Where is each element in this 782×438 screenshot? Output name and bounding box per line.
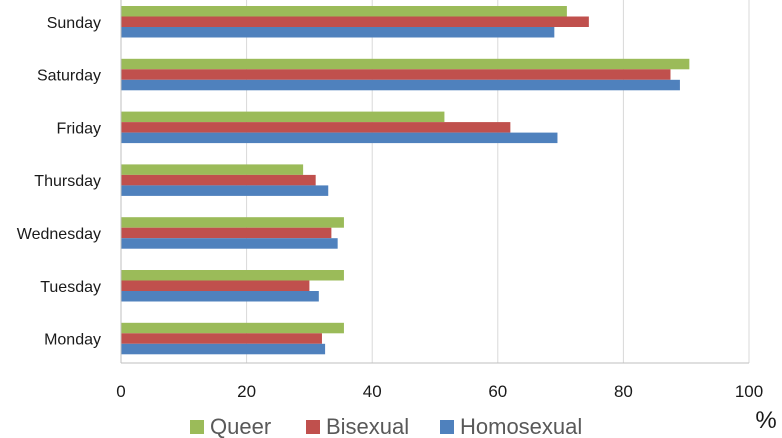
bar-wednesday-homosexual: [121, 238, 338, 249]
bar-monday-homosexual: [121, 343, 326, 355]
legend-label-homosexual: Homosexual: [460, 414, 582, 438]
x-tick-labels: 0 20 40 60 80 100: [116, 382, 763, 401]
bar-sunday-queer: [121, 6, 567, 17]
bar-tuesday-queer: [121, 270, 344, 281]
category-label-saturday: Saturday: [37, 68, 101, 85]
bar-thursday-queer: [121, 164, 304, 175]
bar-tuesday-homosexual: [121, 291, 319, 302]
bar-monday-queer: [121, 322, 344, 334]
category-label-monday: Monday: [44, 332, 101, 349]
legend: Queer Bisexual Homosexual: [190, 414, 582, 438]
bar-wednesday-bisexual: [121, 227, 332, 239]
bar-thursday-homosexual: [121, 185, 329, 196]
bar-friday-homosexual: [121, 132, 558, 144]
category-label-tuesday: Tuesday: [40, 279, 101, 296]
bar-sunday-homosexual: [121, 27, 555, 38]
bar-wednesday-queer: [121, 217, 344, 228]
bar-monday-bisexual: [121, 333, 322, 344]
x-tick-label-100: 100: [735, 382, 763, 401]
bar-saturday-homosexual: [121, 79, 680, 91]
legend-swatch-bisexual: [306, 420, 320, 434]
axes: [120, 0, 749, 364]
category-label-thursday: Thursday: [34, 173, 101, 190]
bars: [121, 6, 690, 355]
category-labels: Sunday Saturday Friday Thursday Wednesday Tue…: [17, 15, 101, 349]
x-tick-label-60: 60: [488, 382, 507, 401]
bar-sunday-bisexual: [121, 16, 589, 27]
x-tick-label-0: 0: [116, 382, 125, 401]
bar-tuesday-bisexual: [121, 280, 310, 291]
legend-label-bisexual: Bisexual: [326, 414, 409, 438]
bar-saturday-queer: [121, 58, 690, 70]
gridlines: [246, 0, 750, 363]
x-tick-label-80: 80: [614, 382, 633, 401]
legend-label-queer: Queer: [210, 414, 271, 438]
category-label-sunday: Sunday: [47, 15, 101, 32]
bar-saturday-bisexual: [121, 69, 671, 80]
category-label-friday: Friday: [57, 120, 101, 137]
legend-swatch-homosexual: [440, 420, 454, 434]
bar-friday-queer: [121, 111, 445, 123]
x-tick-label-40: 40: [363, 382, 382, 401]
bar-friday-bisexual: [121, 122, 511, 133]
category-label-wednesday: Wednesday: [17, 226, 101, 243]
x-tick-label-20: 20: [237, 382, 256, 401]
x-axis-unit-label: %: [755, 407, 776, 434]
bar-thursday-bisexual: [121, 174, 316, 186]
legend-swatch-queer: [190, 420, 204, 434]
